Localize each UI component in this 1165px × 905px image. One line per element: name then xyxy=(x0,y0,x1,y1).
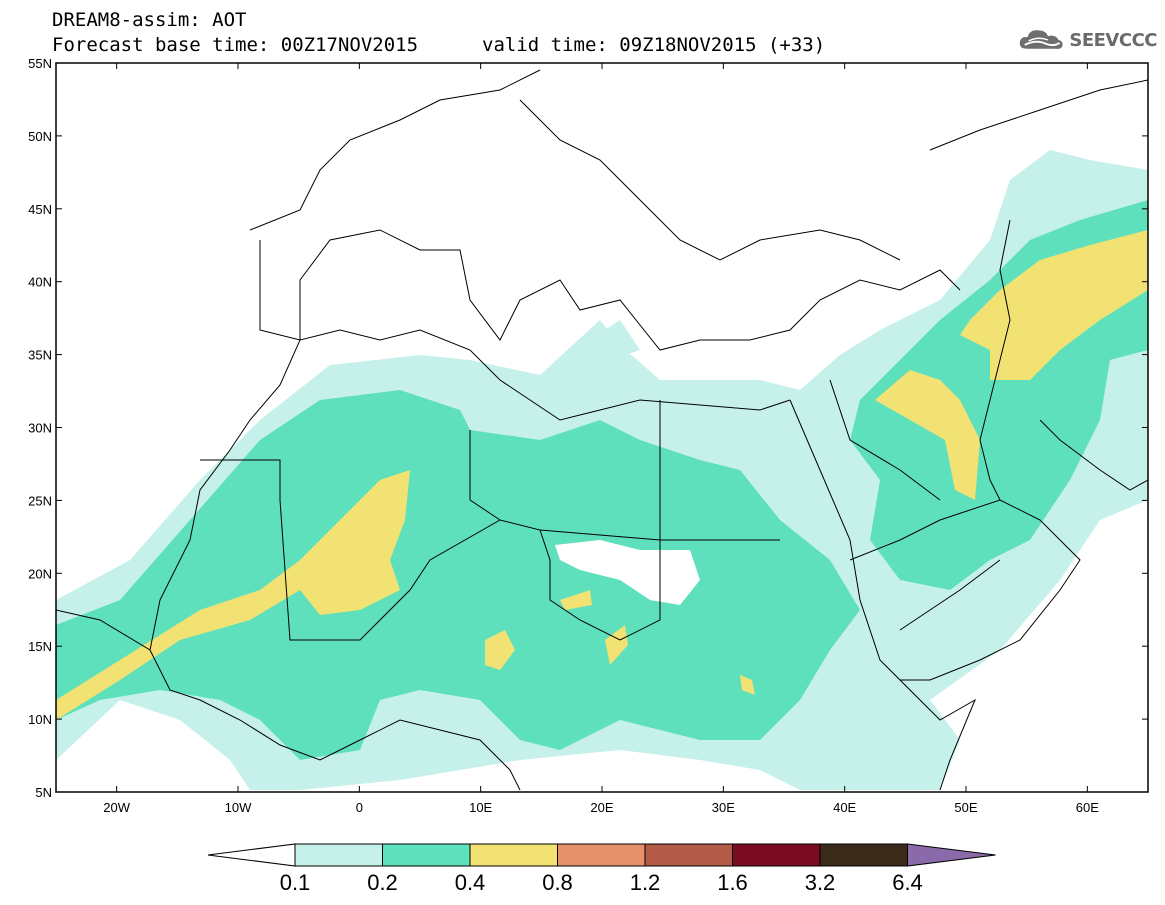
base-time-label: Forecast base time: 00Z17NOV2015 xyxy=(52,34,419,56)
aot-field xyxy=(56,150,1148,790)
logo-text: SEEVCCC xyxy=(1069,29,1157,51)
lat-label: 45N xyxy=(28,202,52,217)
model-title: DREAM8-assim: AOT xyxy=(52,9,247,31)
lat-label: 30N xyxy=(28,421,52,436)
aot-band-0.4-ne xyxy=(960,230,1148,380)
lon-label: 30E xyxy=(712,800,735,815)
lat-label: 55N xyxy=(28,56,52,71)
colorbar-box xyxy=(294,843,383,867)
colorbar-label: 0.4 xyxy=(455,870,486,895)
colorbar-box xyxy=(469,843,558,867)
lat-label: 5N xyxy=(35,785,52,800)
colorbar-box xyxy=(819,843,908,867)
colorbar-box xyxy=(382,843,471,867)
aot-spot-2 xyxy=(560,590,592,610)
lat-label: 50N xyxy=(28,129,52,144)
lon-label: 50E xyxy=(954,800,977,815)
seevccc-logo: SEEVCCC xyxy=(1017,24,1157,56)
lat-label: 10N xyxy=(28,712,52,727)
colorbar-box xyxy=(557,843,646,867)
lat-label: 15N xyxy=(28,639,52,654)
longitude-axis: 20W 10W 0 10E 20E 30E 40E 50E 60E xyxy=(103,63,1099,815)
aot-spot-1 xyxy=(485,630,515,670)
lon-label: 0 xyxy=(356,800,363,815)
lon-label: 20W xyxy=(103,800,130,815)
colorbar-label: 3.2 xyxy=(805,870,836,895)
colorbar-label: 0.8 xyxy=(542,870,573,895)
lon-label: 10W xyxy=(225,800,252,815)
colorbar-label: 6.4 xyxy=(892,870,923,895)
valid-time-label: valid time: 09Z18NOV2015 (+33) xyxy=(482,34,826,56)
colorbar-label: 1.2 xyxy=(630,870,661,895)
latitude-axis: 55N 50N 45N 40N 35N 30N 25N 20N 15N 10N 5N xyxy=(28,56,1148,800)
lat-label: 35N xyxy=(28,348,52,363)
colorbar-box xyxy=(644,843,733,867)
lat-label: 25N xyxy=(28,493,52,508)
colorbar-box xyxy=(732,843,821,867)
colorbar: 0.1 0.2 0.4 0.8 1.2 1.6 3.2 6.4 xyxy=(207,843,996,895)
colorbar-over-triangle xyxy=(907,843,996,867)
lat-label: 20N xyxy=(28,566,52,581)
coastlines xyxy=(56,69,1148,791)
lon-label: 40E xyxy=(833,800,856,815)
aot-clear-patch xyxy=(555,540,700,605)
lon-label: 20E xyxy=(590,800,613,815)
colorbar-label: 0.1 xyxy=(280,870,311,895)
aot-spot-3 xyxy=(605,625,628,665)
lat-label: 40N xyxy=(28,275,52,290)
colorbar-under-triangle xyxy=(207,843,296,867)
cloud-icon xyxy=(1019,30,1063,49)
aot-spot-4 xyxy=(740,675,755,695)
aot-band-0.1-east xyxy=(590,320,640,360)
lon-label: 10E xyxy=(469,800,492,815)
aot-band-0.2 xyxy=(56,390,860,760)
colorbar-label: 0.2 xyxy=(367,870,398,895)
aot-band-0.4-east xyxy=(875,370,980,500)
lon-label: 60E xyxy=(1076,800,1099,815)
aot-band-0.4 xyxy=(56,470,410,720)
colorbar-label: 1.6 xyxy=(717,870,748,895)
